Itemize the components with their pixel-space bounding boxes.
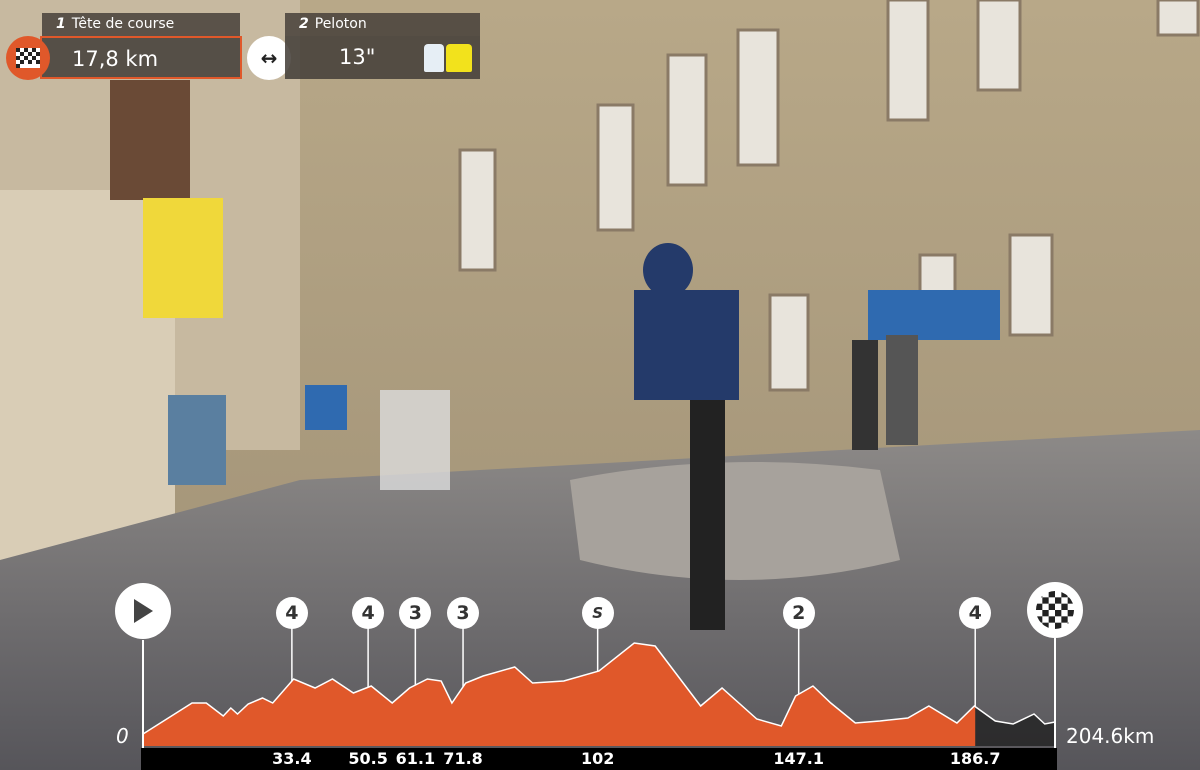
finish-checkered-flag-icon	[1027, 582, 1083, 638]
white-jersey-icon	[424, 44, 444, 72]
km-tick-label: 61.1	[395, 749, 436, 768]
climb-category-marker: 4	[959, 597, 992, 629]
yellow-jersey-icon	[446, 44, 472, 72]
peloton-header: 2 Peloton	[285, 13, 480, 36]
total-distance-label: 204.6km	[1066, 724, 1155, 748]
climb-category-marker: 2	[782, 597, 815, 629]
peloton-label: Peloton	[314, 16, 367, 32]
km-tick-label: 186.7	[949, 749, 1001, 768]
profile-bottom-bar	[141, 748, 1057, 770]
peloton-position: 2	[299, 16, 309, 32]
km-tick-label: 33.4	[272, 749, 312, 768]
leader-label: Tête de course	[71, 16, 175, 32]
climb-category-marker: 3	[447, 597, 480, 629]
leader-gap-box: 17,8 km	[40, 36, 242, 79]
sprint-marker: S	[581, 597, 614, 629]
play-icon	[115, 583, 171, 639]
profile-line	[142, 642, 1056, 735]
start-zero-label: 0	[116, 724, 129, 748]
leader-header: 1 Tête de course	[42, 13, 240, 36]
peloton-gap: 13"	[339, 45, 376, 69]
completed-profile-area	[143, 643, 976, 746]
km-tick-label: 102	[580, 749, 615, 768]
climb-category-marker: 4	[352, 597, 385, 629]
checkered-flag-icon	[6, 36, 50, 80]
km-tick-label: 147.1	[773, 749, 824, 768]
climb-category-marker: 4	[275, 597, 308, 629]
km-tick-label: 71.8	[443, 749, 483, 768]
km-tick-label: 50.5	[348, 749, 388, 768]
climb-category-marker: 3	[399, 597, 432, 629]
leader-distance: 17,8 km	[72, 47, 159, 71]
leader-position: 1	[56, 16, 66, 32]
double-arrow-icon: ↔	[247, 36, 291, 80]
